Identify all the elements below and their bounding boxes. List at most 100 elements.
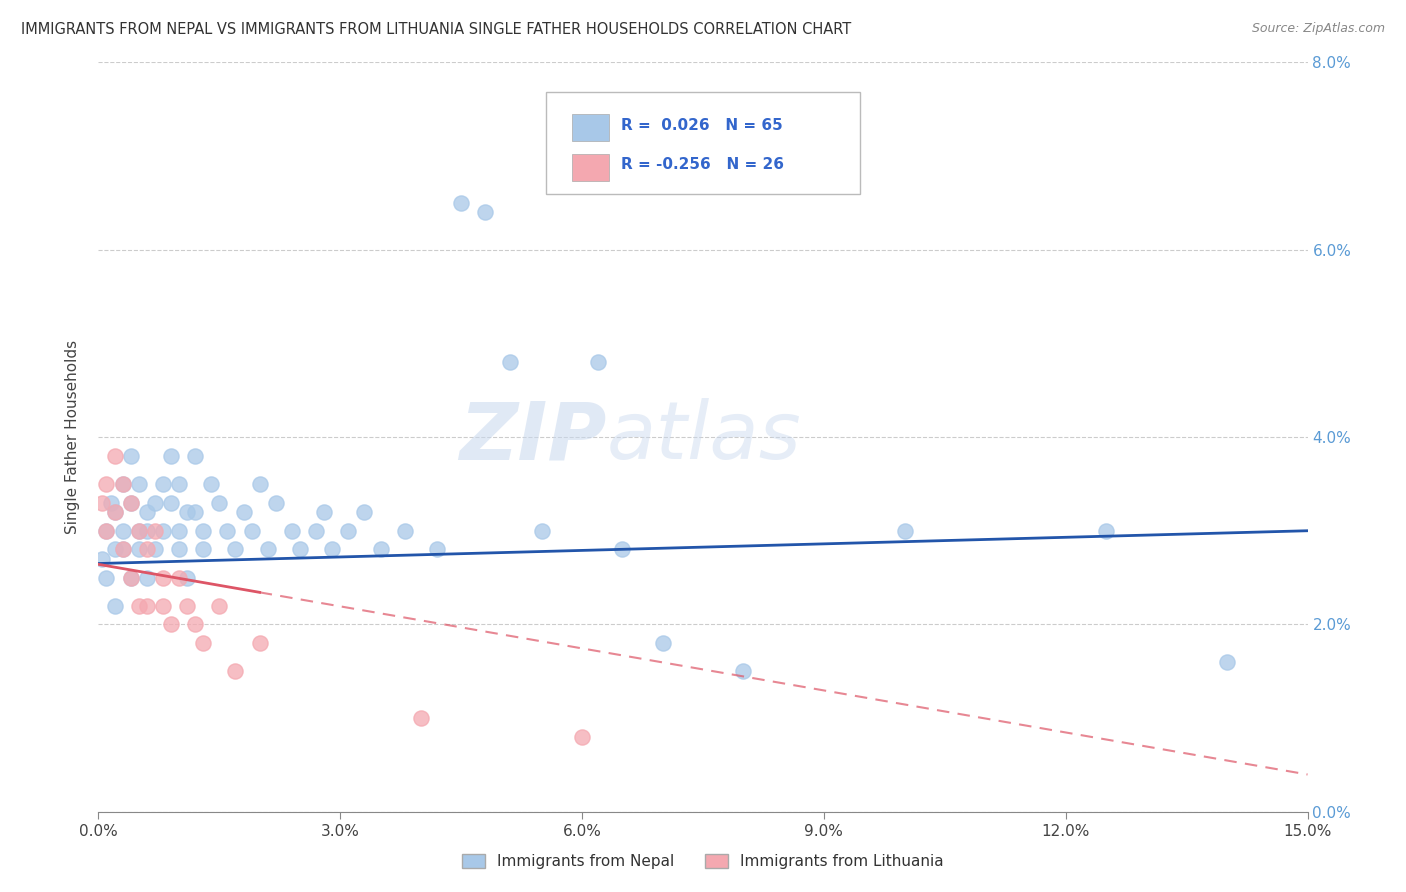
Point	[128, 524, 150, 538]
Point	[152, 524, 174, 538]
Point	[586, 355, 609, 369]
Point	[160, 449, 183, 463]
Point	[193, 524, 215, 538]
Text: R =  0.026   N = 65: R = 0.026 N = 65	[621, 118, 783, 133]
Point	[111, 524, 134, 538]
Point	[160, 617, 183, 632]
Text: atlas: atlas	[606, 398, 801, 476]
Point	[128, 542, 150, 557]
Point	[111, 542, 134, 557]
Point	[281, 524, 304, 538]
Point	[530, 524, 553, 538]
Point	[498, 355, 520, 369]
Point	[167, 524, 190, 538]
Point	[143, 495, 166, 509]
Point	[167, 542, 190, 557]
Point	[240, 524, 263, 538]
Point	[176, 505, 198, 519]
Point	[450, 195, 472, 210]
Point	[111, 542, 134, 557]
Point	[120, 571, 142, 585]
Point	[96, 571, 118, 585]
Point	[152, 476, 174, 491]
Point	[135, 505, 157, 519]
Point	[120, 449, 142, 463]
Bar	[572, 153, 609, 180]
Point	[249, 476, 271, 491]
Point	[193, 542, 215, 557]
Point	[103, 599, 125, 613]
Point	[96, 524, 118, 538]
Point	[111, 476, 134, 491]
Point	[120, 571, 142, 585]
Point	[103, 542, 125, 557]
Point	[128, 599, 150, 613]
Point	[135, 599, 157, 613]
Point	[143, 542, 166, 557]
Point	[256, 542, 278, 557]
Point	[193, 636, 215, 650]
Point	[426, 542, 449, 557]
Point	[337, 524, 360, 538]
Point	[111, 476, 134, 491]
Point	[224, 664, 246, 679]
Point	[370, 542, 392, 557]
Point	[128, 524, 150, 538]
Point	[232, 505, 254, 519]
Point	[152, 599, 174, 613]
Point	[571, 730, 593, 744]
FancyBboxPatch shape	[546, 93, 860, 194]
Point	[208, 599, 231, 613]
Point	[612, 542, 634, 557]
Point	[184, 505, 207, 519]
Point	[103, 449, 125, 463]
Point	[314, 505, 336, 519]
Point	[200, 476, 222, 491]
Point	[96, 476, 118, 491]
Point	[394, 524, 416, 538]
Point	[135, 524, 157, 538]
Point	[135, 571, 157, 585]
Point	[100, 495, 122, 509]
Point	[152, 571, 174, 585]
Point	[1216, 655, 1239, 669]
Y-axis label: Single Father Households: Single Father Households	[65, 340, 80, 534]
Point	[91, 495, 114, 509]
Point	[128, 476, 150, 491]
Point	[143, 524, 166, 538]
Legend: Immigrants from Nepal, Immigrants from Lithuania: Immigrants from Nepal, Immigrants from L…	[456, 848, 950, 875]
Text: IMMIGRANTS FROM NEPAL VS IMMIGRANTS FROM LITHUANIA SINGLE FATHER HOUSEHOLDS CORR: IMMIGRANTS FROM NEPAL VS IMMIGRANTS FROM…	[21, 22, 852, 37]
Point	[288, 542, 311, 557]
Point	[120, 495, 142, 509]
Point	[651, 636, 673, 650]
Point	[264, 495, 287, 509]
Point	[103, 505, 125, 519]
Point	[135, 542, 157, 557]
Text: R = -0.256   N = 26: R = -0.256 N = 26	[621, 157, 783, 172]
Point	[91, 551, 114, 566]
Point	[103, 505, 125, 519]
Point	[353, 505, 375, 519]
Bar	[572, 114, 609, 141]
Point	[409, 711, 432, 725]
Point	[321, 542, 343, 557]
Point	[217, 524, 239, 538]
Point	[305, 524, 328, 538]
Text: Source: ZipAtlas.com: Source: ZipAtlas.com	[1251, 22, 1385, 36]
Point	[733, 664, 755, 679]
Point	[176, 599, 198, 613]
Point	[176, 571, 198, 585]
Point	[167, 476, 190, 491]
Point	[224, 542, 246, 557]
Point	[167, 571, 190, 585]
Point	[208, 495, 231, 509]
Point	[120, 495, 142, 509]
Point	[160, 495, 183, 509]
Point	[571, 168, 593, 182]
Point	[184, 449, 207, 463]
Point	[96, 524, 118, 538]
Point	[184, 617, 207, 632]
Point	[893, 524, 915, 538]
Point	[474, 205, 496, 219]
Point	[249, 636, 271, 650]
